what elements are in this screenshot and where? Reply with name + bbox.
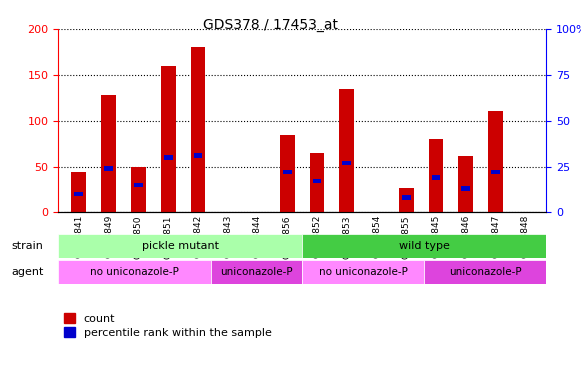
Bar bbox=[164, 155, 173, 160]
Bar bbox=[313, 179, 321, 183]
Bar bbox=[74, 192, 84, 196]
Bar bbox=[491, 170, 500, 174]
Text: uniconazole-P: uniconazole-P bbox=[449, 267, 522, 277]
Bar bbox=[342, 161, 352, 165]
Text: pickle mutant: pickle mutant bbox=[142, 241, 218, 251]
Bar bbox=[461, 186, 470, 191]
Bar bbox=[399, 187, 414, 212]
Bar bbox=[134, 183, 143, 187]
Bar bbox=[104, 166, 113, 171]
Text: no uniconazole-P: no uniconazole-P bbox=[90, 267, 179, 277]
Text: no uniconazole-P: no uniconazole-P bbox=[319, 267, 407, 277]
Bar bbox=[191, 47, 206, 212]
FancyBboxPatch shape bbox=[302, 260, 424, 284]
Bar bbox=[458, 156, 474, 212]
Bar bbox=[101, 95, 116, 212]
Bar bbox=[280, 135, 295, 212]
Bar bbox=[429, 139, 443, 212]
Text: uniconazole-P: uniconazole-P bbox=[220, 267, 293, 277]
Bar bbox=[432, 175, 440, 180]
Bar bbox=[131, 168, 146, 212]
Text: GDS378 / 17453_at: GDS378 / 17453_at bbox=[203, 18, 338, 32]
Bar bbox=[71, 172, 87, 212]
FancyBboxPatch shape bbox=[210, 260, 302, 284]
Legend: count, percentile rank within the sample: count, percentile rank within the sample bbox=[64, 313, 271, 338]
Bar bbox=[283, 170, 292, 174]
Bar bbox=[402, 195, 411, 200]
Bar bbox=[339, 89, 354, 212]
Bar bbox=[193, 153, 202, 158]
FancyBboxPatch shape bbox=[58, 234, 302, 258]
FancyBboxPatch shape bbox=[58, 260, 210, 284]
Text: strain: strain bbox=[12, 241, 44, 251]
Text: wild type: wild type bbox=[399, 241, 450, 251]
Bar bbox=[488, 111, 503, 212]
FancyBboxPatch shape bbox=[302, 234, 546, 258]
Bar bbox=[310, 153, 324, 212]
Bar bbox=[161, 66, 175, 212]
FancyBboxPatch shape bbox=[424, 260, 546, 284]
Text: agent: agent bbox=[12, 266, 44, 277]
